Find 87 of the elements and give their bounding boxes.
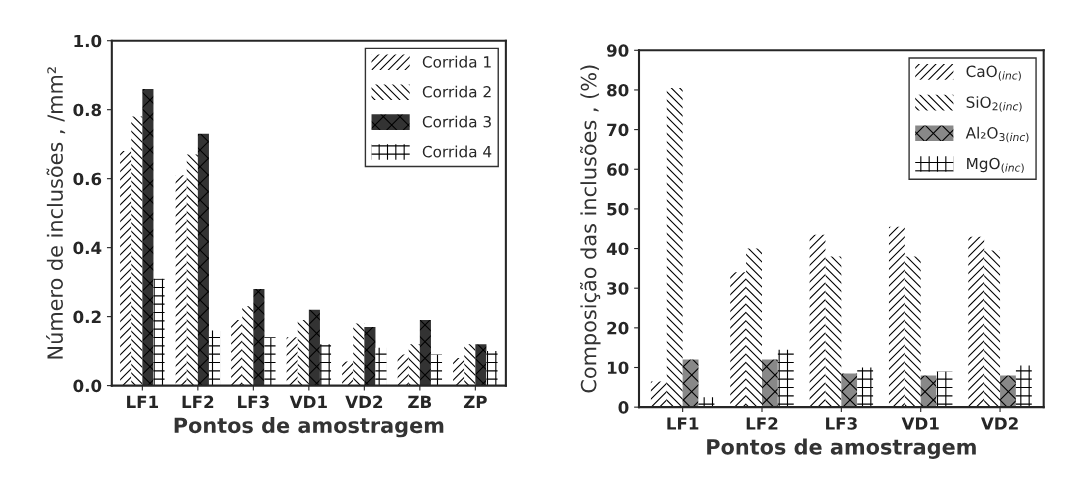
bar: [419, 320, 431, 386]
x-tick-label: LF2: [746, 417, 778, 430]
bar: [666, 87, 683, 408]
x-tick-label: LF3: [238, 395, 269, 409]
x-tick-label: LF2: [182, 395, 214, 408]
y-axis-title: Número de inclusões , /mm²: [46, 67, 66, 359]
y-axis-title: Composição das inclusões , (%): [580, 65, 601, 393]
bar: [208, 330, 221, 386]
y-tick-label: 0: [618, 401, 629, 414]
bar: [682, 359, 699, 408]
x-tick-label: VD1: [289, 395, 327, 408]
bar: [197, 133, 209, 386]
bar: [231, 320, 243, 386]
bar: [308, 309, 320, 386]
y-tick-label: 10: [607, 361, 629, 375]
bar: [888, 226, 905, 408]
y-tick-label: 40: [606, 242, 629, 256]
legend-label: Corrida 2: [422, 85, 491, 98]
bar: [453, 358, 465, 386]
bar: [809, 234, 826, 408]
bar: [131, 116, 143, 386]
legend-label: Corrida 3: [422, 115, 491, 128]
bar: [408, 344, 420, 386]
x-tick-label: ZP: [463, 395, 487, 408]
x-axis-title: Pontos de amostragem: [174, 417, 444, 438]
bar: [297, 320, 309, 386]
bar: [364, 326, 376, 386]
bar: [397, 354, 409, 386]
bar: [342, 361, 354, 386]
bar: [319, 344, 332, 386]
bar: [841, 373, 858, 408]
legend-label: Al₂O$_{3(inc)}$: [965, 126, 1029, 143]
bar: [984, 250, 1001, 408]
x-tick-label: ZB: [408, 395, 432, 408]
bar: [464, 344, 476, 386]
bar: [777, 349, 794, 408]
bar: [142, 89, 154, 386]
y-tick-label: 50: [607, 202, 629, 216]
y-tick-label: 60: [607, 163, 629, 176]
y-tick-label: 0.0: [73, 379, 102, 393]
bar: [253, 289, 265, 386]
x-tick-label: LF1: [667, 417, 699, 430]
x-tick-label: LF1: [127, 395, 158, 408]
bar: [904, 256, 921, 408]
bar: [486, 351, 498, 386]
bar: [746, 248, 762, 408]
bar: [475, 344, 487, 386]
legend-label: SiO$_{2(inc)}$: [966, 96, 1022, 112]
y-tick-label: 0.2: [73, 310, 101, 324]
x-tick-label: VD2: [980, 417, 1018, 430]
bar: [153, 278, 165, 386]
y-tick-label: 0.6: [73, 172, 102, 186]
bar: [825, 256, 842, 408]
legend-label: MgO$_{(inc)}$: [967, 157, 1024, 173]
bar: [936, 371, 953, 408]
bar: [1000, 375, 1016, 408]
y-tick-label: 80: [607, 83, 629, 97]
x-tick-label: VD1: [901, 417, 939, 430]
bar: [762, 359, 778, 408]
y-tick-label: 0.4: [73, 241, 102, 255]
y-tick-label: 90: [606, 44, 629, 57]
y-tick-label: 0.8: [73, 103, 102, 117]
y-tick-label: 1.0: [74, 34, 102, 48]
bar: [175, 175, 187, 386]
bar: [857, 367, 874, 408]
bar: [730, 272, 747, 408]
legend-label: Corrida 1: [422, 55, 491, 68]
bar: [430, 354, 443, 386]
y-tick-label: 70: [607, 123, 629, 137]
bar: [1015, 365, 1032, 408]
bar: [286, 337, 298, 386]
bar: [264, 337, 276, 386]
x-tick-label: VD2: [345, 395, 383, 408]
y-tick-label: 30: [607, 282, 629, 295]
y-tick-label: 20: [607, 321, 629, 335]
bar: [353, 323, 365, 386]
bar: [920, 375, 937, 408]
bar: [120, 151, 132, 386]
bar: [375, 347, 387, 386]
x-axis-title: Pontos de amostragem: [707, 438, 976, 459]
bar: [186, 154, 198, 386]
legend-label: Corrida 4: [422, 145, 492, 158]
legend-label: CaO$_{(inc)}$: [966, 65, 1021, 81]
bar: [242, 306, 254, 386]
bar: [650, 381, 667, 408]
x-tick-label: LF3: [826, 417, 857, 430]
bar: [968, 236, 985, 408]
